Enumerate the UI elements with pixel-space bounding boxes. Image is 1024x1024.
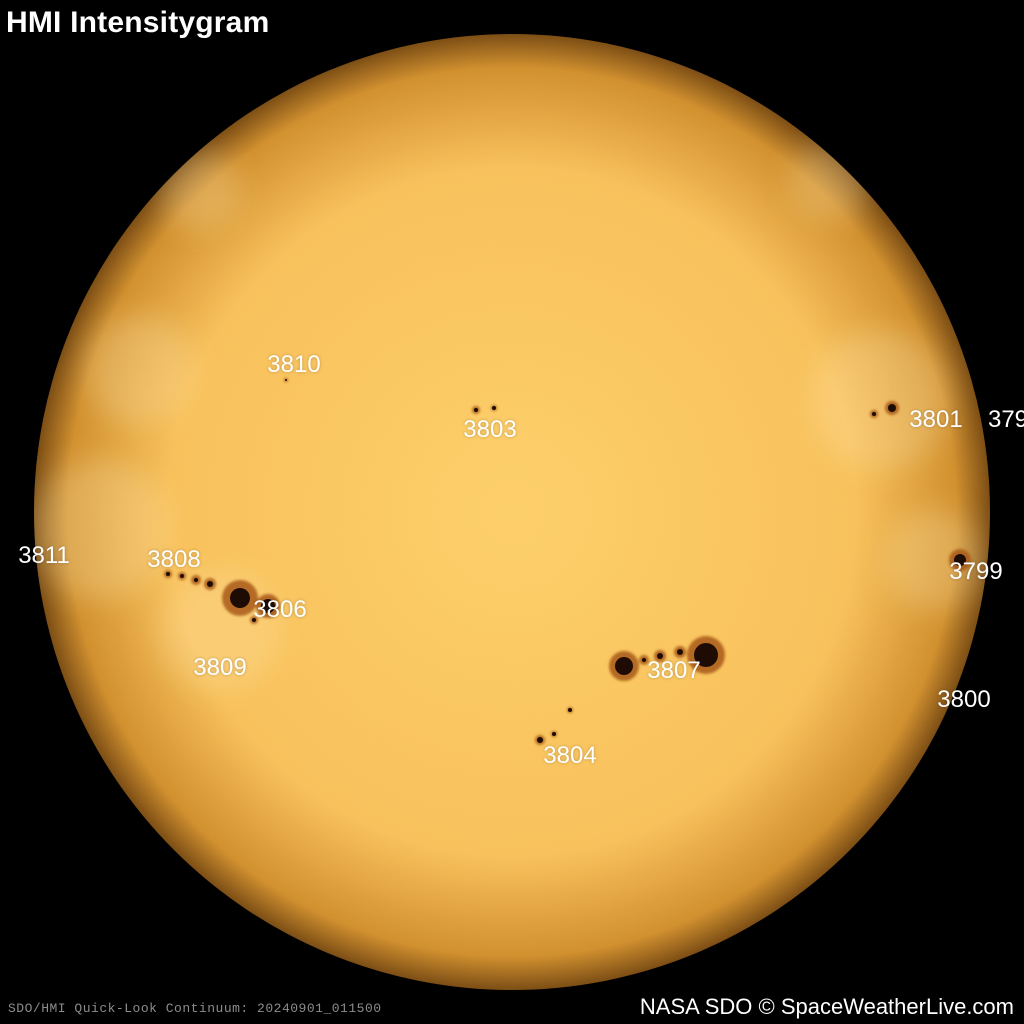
region-label: 379 <box>988 406 1024 434</box>
sunspot-umbra <box>615 657 633 675</box>
image-title: HMI Intensitygram <box>6 6 269 40</box>
sunspot-umbra <box>230 588 250 608</box>
facula <box>85 315 195 425</box>
sunspot-umbra <box>180 574 184 578</box>
region-label: 3808 <box>147 546 200 574</box>
source-caption: SDO/HMI Quick-Look Continuum: 20240901_0… <box>8 1001 382 1016</box>
facula <box>810 330 950 470</box>
sunspot-umbra <box>194 578 198 582</box>
sunspot-umbra <box>492 406 496 410</box>
region-label: 3799 <box>949 558 1002 586</box>
sunspot-umbra <box>474 408 478 412</box>
sunspot-umbra <box>642 658 646 662</box>
sunspot-umbra <box>677 649 683 655</box>
sunspot-umbra <box>552 732 556 736</box>
sunspot-umbra <box>285 379 287 381</box>
region-label: 3810 <box>267 351 320 379</box>
sunspot-umbra <box>537 737 543 743</box>
solar-intensitygram: HMI Intensitygram 3810 3803 3801 379 3811 380… <box>0 0 1024 1024</box>
facula <box>30 460 170 600</box>
region-label: 3807 <box>647 657 700 685</box>
credit-line: NASA SDO © SpaceWeatherLive.com <box>640 994 1014 1020</box>
region-label: 3803 <box>463 416 516 444</box>
facula <box>790 140 870 220</box>
region-label: 3806 <box>253 596 306 624</box>
sunspot-umbra <box>872 412 876 416</box>
region-label: 3801 <box>909 406 962 434</box>
region-label: 3811 <box>18 542 70 570</box>
region-label: 3809 <box>193 654 246 682</box>
sun-svg <box>0 0 1024 1024</box>
region-label: 3804 <box>543 742 596 770</box>
sunspot-umbra <box>888 404 896 412</box>
sunspot-umbra <box>568 708 572 712</box>
sunspot-umbra <box>207 581 213 587</box>
facula <box>160 150 240 230</box>
region-label: 3800 <box>937 686 990 714</box>
